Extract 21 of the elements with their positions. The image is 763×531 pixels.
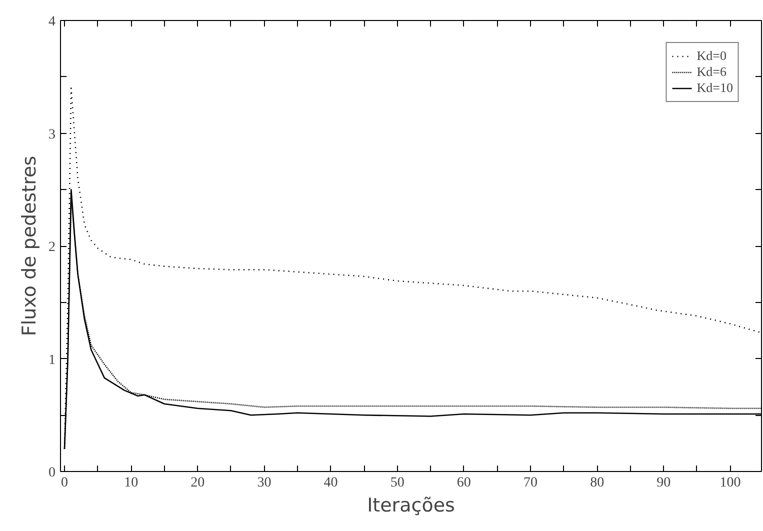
legend-label: Kd=10 xyxy=(696,80,733,96)
y-axis-title: Fluxo de pedestres xyxy=(18,156,40,336)
legend-label: Kd=0 xyxy=(696,48,726,64)
y-tick-label: 0 xyxy=(48,466,56,480)
y-tick-label: 4 xyxy=(48,14,56,30)
x-tick-label: 30 xyxy=(257,476,272,490)
x-tick-label: 40 xyxy=(324,476,338,490)
x-tick-label: 0 xyxy=(60,476,68,490)
y-tick-label: 3 xyxy=(48,127,56,142)
x-tick-label: 70 xyxy=(523,476,538,490)
x-tick-label: 60 xyxy=(456,476,471,490)
x-tick-label: 10 xyxy=(124,476,138,490)
x-tick-label: 80 xyxy=(590,476,604,490)
x-axis-title: Iterações xyxy=(367,494,455,516)
y-tick-label: 2 xyxy=(48,240,56,255)
x-tick-label: 20 xyxy=(190,476,205,490)
x-tick-label: 90 xyxy=(656,476,671,490)
y-tick-label: 1 xyxy=(48,352,56,368)
x-tick-label: 100 xyxy=(720,476,741,490)
x-tick-label: 50 xyxy=(390,476,404,490)
legend-label: Kd=6 xyxy=(696,64,726,80)
